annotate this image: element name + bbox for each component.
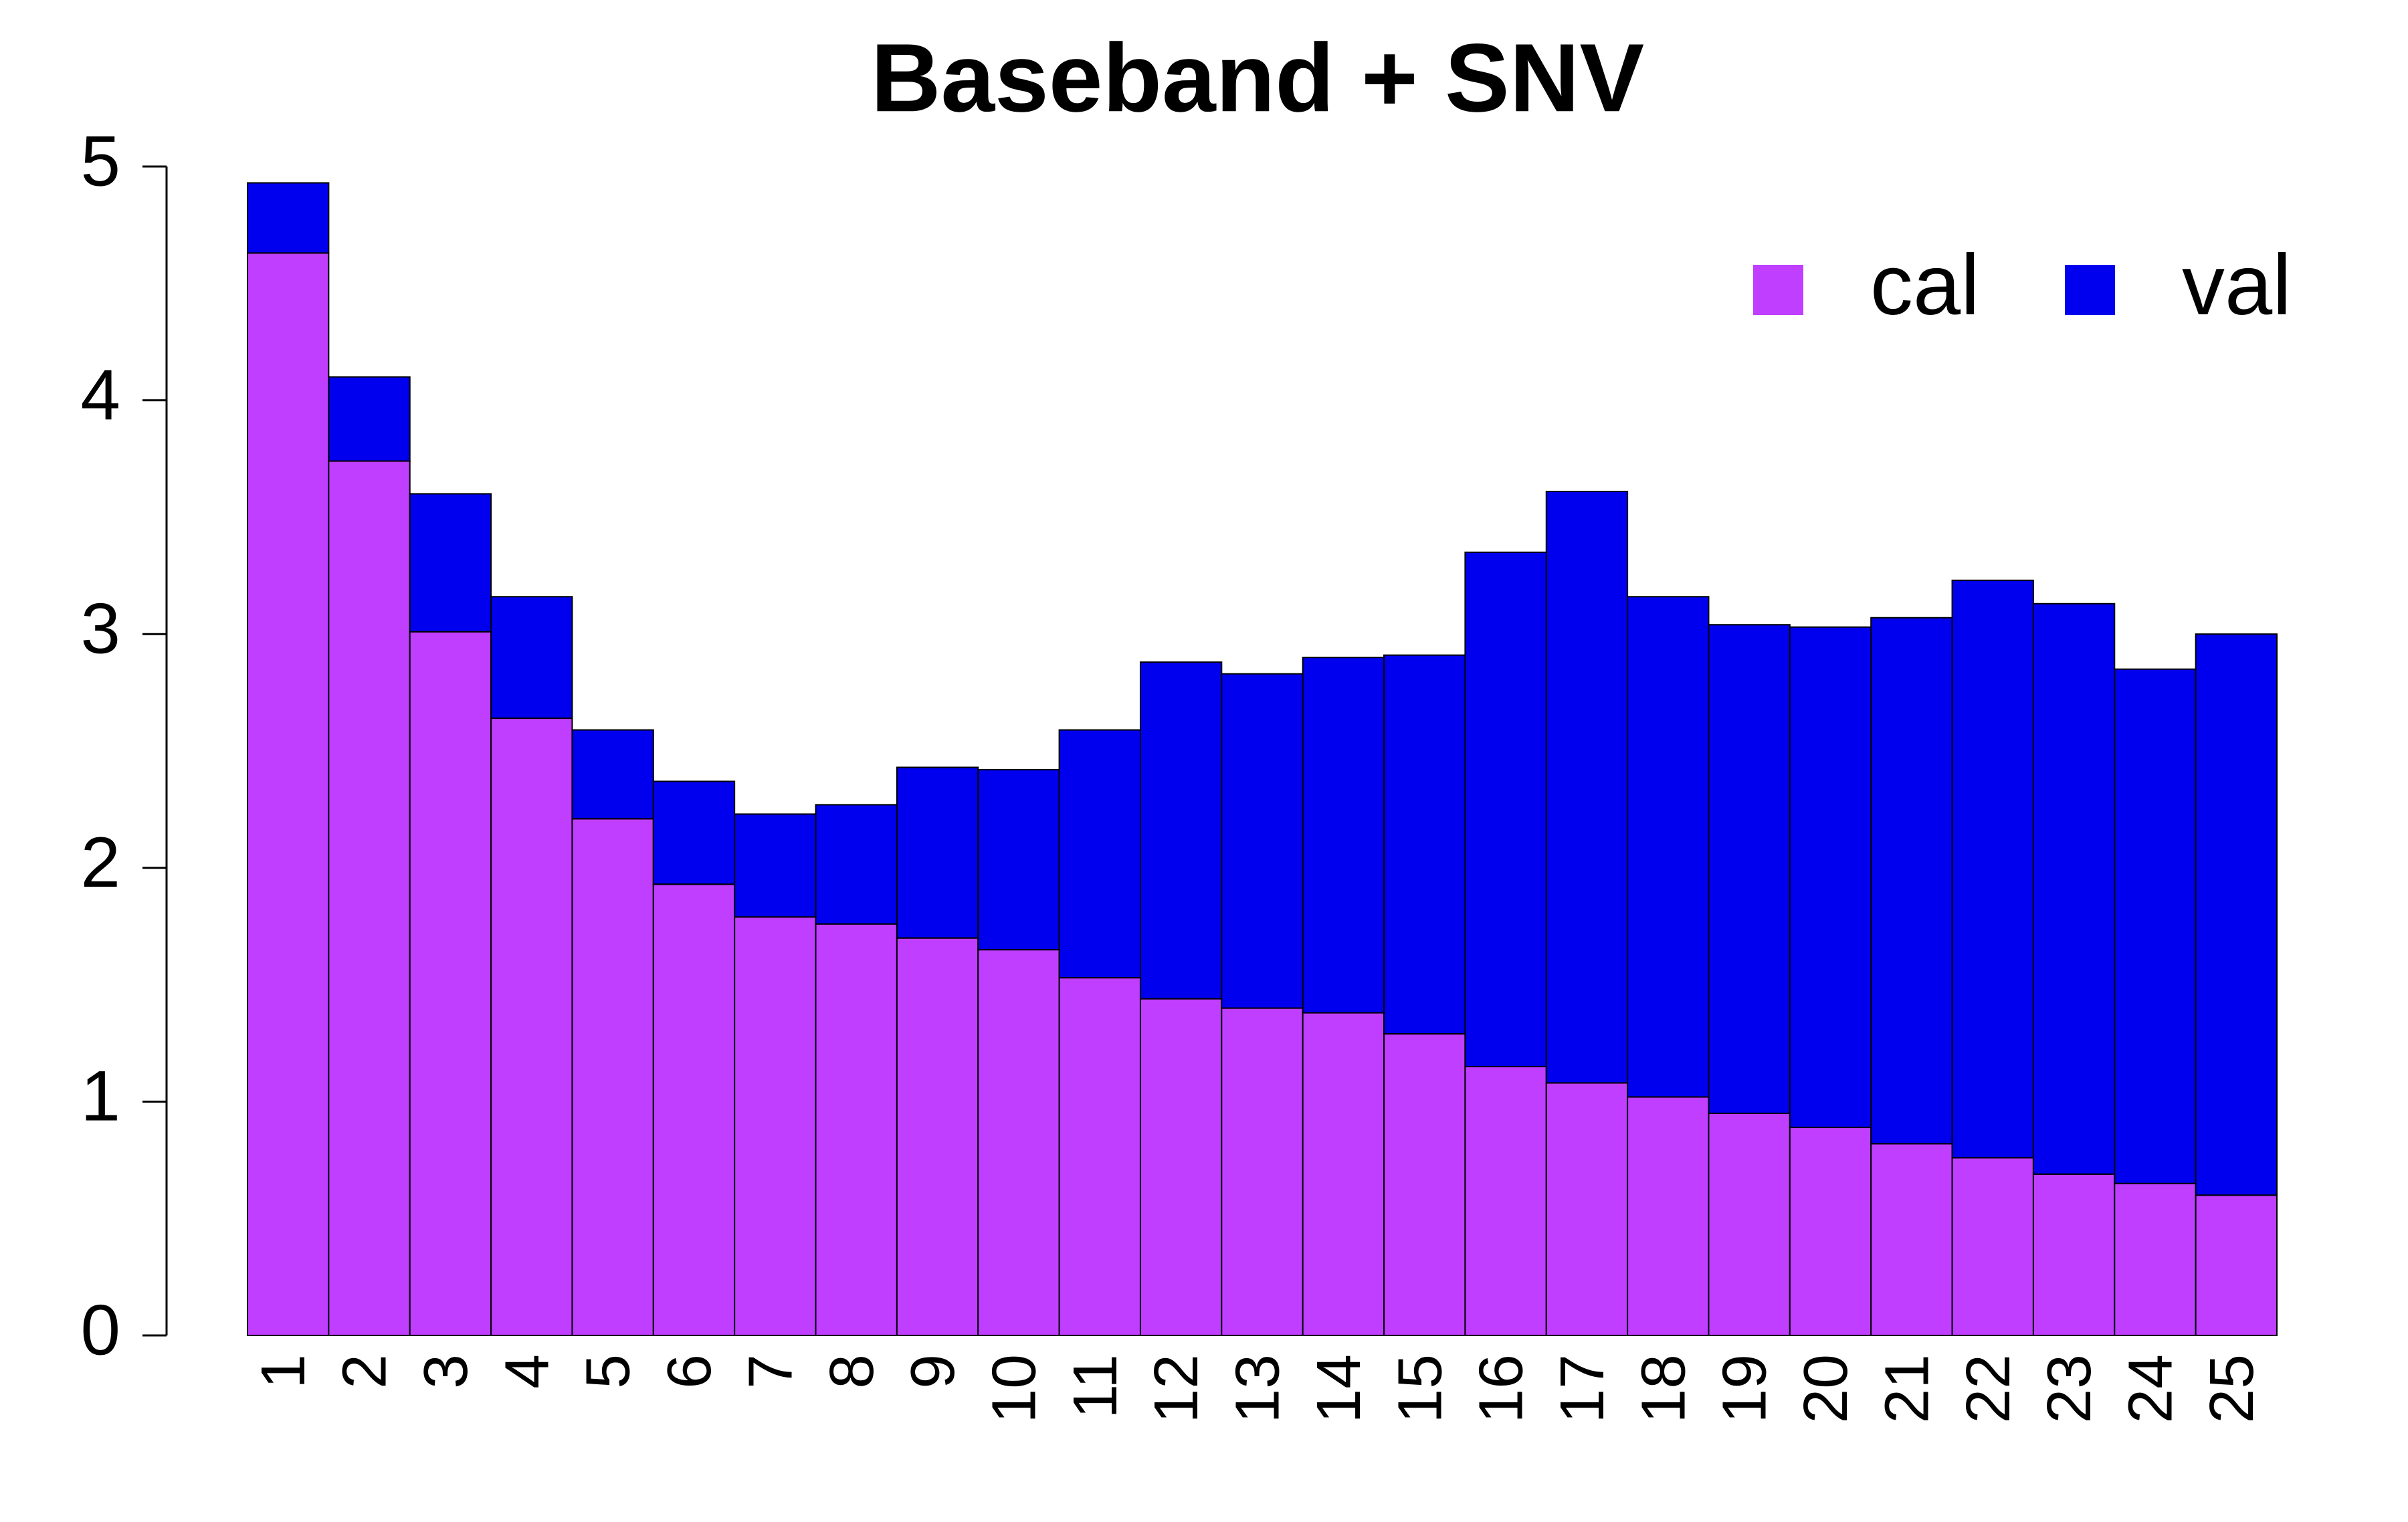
bar-segment [409, 631, 492, 1336]
bar-segment [2032, 1173, 2116, 1336]
bar-segment [1139, 661, 1223, 1000]
x-tick-label: 18 [1628, 1354, 1698, 1423]
bar-segment [2114, 1182, 2197, 1337]
bar-segment [815, 923, 898, 1336]
bar-segment [734, 916, 817, 1336]
x-tick-label: 12 [1141, 1354, 1211, 1423]
x-tick-label: 15 [1385, 1354, 1454, 1423]
bar-segment [1545, 1082, 1629, 1336]
x-tick-label: 25 [2197, 1354, 2266, 1423]
x-tick-label: 8 [817, 1354, 886, 1389]
bar-segment [1708, 1112, 1791, 1336]
x-tick-label: 11 [1060, 1354, 1130, 1419]
bar-segment [1383, 654, 1466, 1035]
x-tick-label: 24 [2116, 1354, 2185, 1423]
bar-segment [1464, 551, 1547, 1067]
bar-segment [328, 460, 411, 1336]
bar-segment [1789, 626, 1872, 1128]
x-tick-label: 1 [248, 1354, 318, 1389]
y-tick-label: 1 [80, 1056, 120, 1136]
y-tick-label: 0 [80, 1289, 120, 1370]
bar-segment [1058, 729, 1141, 979]
bar-segment [328, 376, 411, 462]
bar-segment [1464, 1065, 1547, 1336]
x-tick-label: 4 [492, 1354, 561, 1389]
bar-segment [896, 937, 979, 1337]
bar-segment [409, 493, 492, 633]
y-tick-label: 4 [80, 354, 120, 435]
bar-segment [247, 182, 330, 254]
bar-segment [1221, 673, 1304, 1009]
x-tick-label: 16 [1466, 1354, 1536, 1423]
bar-segment [571, 729, 654, 820]
x-tick-label: 6 [654, 1354, 724, 1389]
bar-segment [1139, 998, 1223, 1337]
x-tick-label: 13 [1223, 1354, 1292, 1423]
bar-segment [571, 818, 654, 1337]
bar-segment [1221, 1007, 1304, 1337]
x-tick-label: 14 [1304, 1354, 1373, 1423]
y-tick-label: 3 [80, 588, 120, 668]
bar-segment [1789, 1126, 1872, 1336]
x-tick-label: 10 [979, 1354, 1048, 1423]
chart-title: Baseband + SNV [871, 23, 1644, 132]
y-tick-label: 5 [80, 120, 120, 201]
bar-segment [1058, 977, 1141, 1337]
x-tick-label: 5 [573, 1354, 643, 1389]
bar-segment [652, 883, 736, 1336]
bar-segment [2195, 1194, 2278, 1336]
x-tick-label: 7 [735, 1354, 805, 1389]
legend-label: cal [1870, 237, 1980, 333]
bar-segment [977, 949, 1060, 1337]
bar-segment [2114, 668, 2197, 1184]
bar-segment [1545, 490, 1629, 1084]
bar-segment [977, 768, 1060, 951]
x-tick-label: 23 [2034, 1354, 2104, 1423]
x-tick-label: 22 [1953, 1354, 2023, 1423]
bar-segment [1627, 1096, 1710, 1336]
bar-segment [815, 804, 898, 925]
bar-segment [490, 596, 573, 720]
bar-segment [1951, 1157, 2034, 1336]
bar-segment [1627, 596, 1710, 1098]
bar-segment [1708, 624, 1791, 1114]
bar-segment [1302, 1012, 1385, 1336]
bar-segment [1951, 579, 2034, 1159]
bar-segment [734, 813, 817, 918]
x-tick-label: 9 [898, 1354, 967, 1389]
bar-segment [652, 780, 736, 885]
x-tick-label: 20 [1791, 1354, 1860, 1423]
bar-segment [247, 252, 330, 1336]
bar-segment [1302, 657, 1385, 1014]
x-tick-label: 3 [411, 1354, 480, 1389]
bar-segment [2195, 633, 2278, 1196]
legend-swatch [1753, 265, 1803, 315]
bar-segment [1870, 1143, 1953, 1336]
x-tick-label: 19 [1710, 1354, 1779, 1423]
x-tick-label: 2 [330, 1354, 399, 1389]
legend-label: val [2182, 237, 2292, 333]
legend-swatch [2065, 265, 2115, 315]
bar-segment [1383, 1033, 1466, 1336]
bar-segment [896, 766, 979, 939]
x-tick-label: 17 [1547, 1354, 1617, 1423]
bar-segment [490, 718, 573, 1336]
y-tick-label: 2 [80, 822, 120, 902]
bar-segment [1870, 617, 1953, 1145]
bar-segment [2032, 603, 2116, 1175]
x-tick-label: 21 [1872, 1354, 1941, 1423]
